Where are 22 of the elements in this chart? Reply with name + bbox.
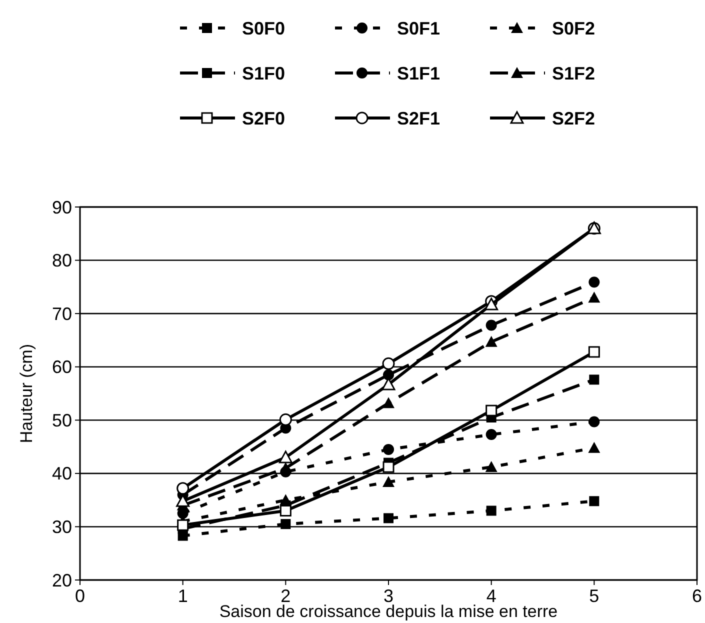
y-tick-label: 70 <box>52 304 72 324</box>
legend-label: S1F1 <box>397 63 440 84</box>
legend-label: S1F0 <box>242 63 286 84</box>
legend-label: S1F2 <box>552 63 596 84</box>
y-axis-title: Hauteur (cm) <box>17 344 36 444</box>
y-tick-label: 90 <box>52 197 72 218</box>
x-tick-label: 6 <box>692 586 702 606</box>
x-tick-label: 0 <box>74 586 86 606</box>
x-tick-label: 5 <box>589 586 600 606</box>
legend-label: S0F1 <box>397 18 440 38</box>
legend-label: S2F2 <box>552 108 596 128</box>
legend-label: S2F0 <box>242 108 286 128</box>
legend-label: S2F1 <box>397 108 440 128</box>
legend-label: S0F0 <box>242 18 286 38</box>
y-tick-label: 50 <box>52 410 72 430</box>
legend-label: S0F2 <box>552 18 596 38</box>
y-tick-label: 60 <box>52 357 72 378</box>
y-tick-label: 80 <box>52 250 72 271</box>
y-tick-label: 40 <box>52 464 72 484</box>
x-tick-label: 1 <box>178 586 188 606</box>
y-tick-label: 20 <box>52 570 72 590</box>
y-tick-label: 30 <box>52 517 72 538</box>
